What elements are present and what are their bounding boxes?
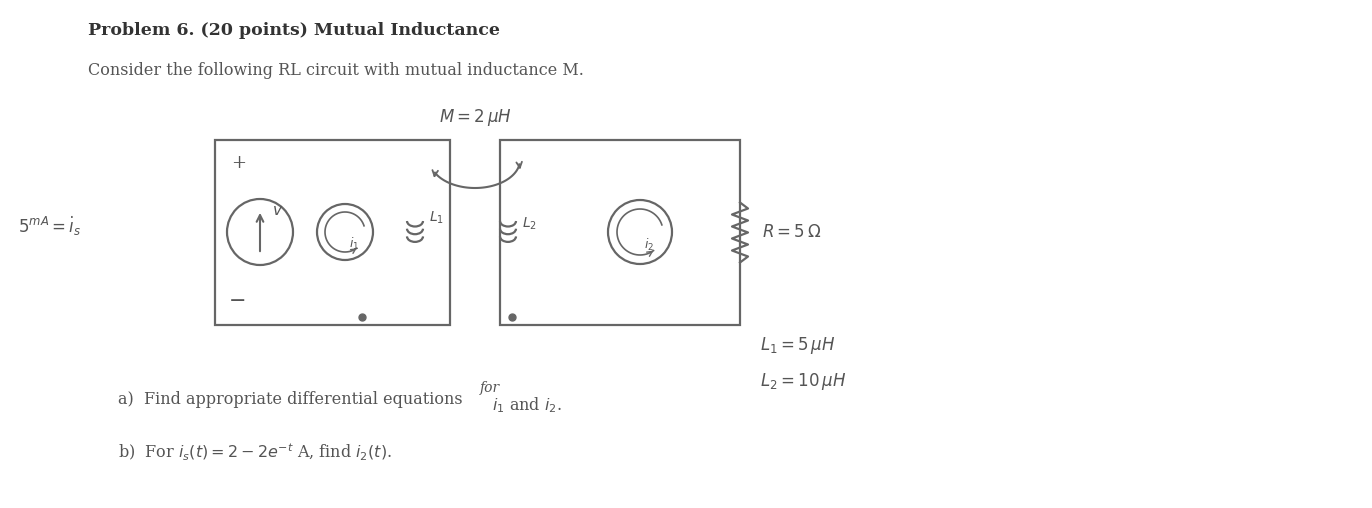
Text: $5^{mA} = \dot{\imath}_s$: $5^{mA} = \dot{\imath}_s$ bbox=[18, 214, 81, 238]
Text: $v$: $v$ bbox=[272, 204, 283, 218]
Text: $M = 2\,\mu H$: $M = 2\,\mu H$ bbox=[439, 108, 512, 129]
Text: $L_2 = 10\,\mu H$: $L_2 = 10\,\mu H$ bbox=[760, 371, 847, 393]
Text: Consider the following RL circuit with mutual inductance M.: Consider the following RL circuit with m… bbox=[88, 62, 584, 79]
Text: a)  Find appropriate differential equations: a) Find appropriate differential equatio… bbox=[118, 392, 462, 408]
Text: $i_1$: $i_1$ bbox=[348, 236, 359, 252]
Text: b)  For $i_s(t) = 2 - 2e^{-t}$ A, find $i_2(t)$.: b) For $i_s(t) = 2 - 2e^{-t}$ A, find $i… bbox=[118, 441, 392, 463]
Text: $L_1$: $L_1$ bbox=[429, 210, 445, 226]
Text: $L_2$: $L_2$ bbox=[521, 216, 536, 232]
Text: −: − bbox=[229, 292, 247, 311]
Text: for: for bbox=[480, 381, 499, 395]
Text: $i_1$ and $i_2$.: $i_1$ and $i_2$. bbox=[493, 395, 563, 415]
Text: +: + bbox=[230, 154, 246, 172]
Text: $i_2$: $i_2$ bbox=[643, 237, 654, 253]
Text: Problem 6. (20 points) Mutual Inductance: Problem 6. (20 points) Mutual Inductance bbox=[88, 22, 499, 39]
Text: $L_1 = 5\,\mu H$: $L_1 = 5\,\mu H$ bbox=[760, 334, 836, 356]
Text: $R = 5\,\Omega$: $R = 5\,\Omega$ bbox=[761, 224, 822, 241]
